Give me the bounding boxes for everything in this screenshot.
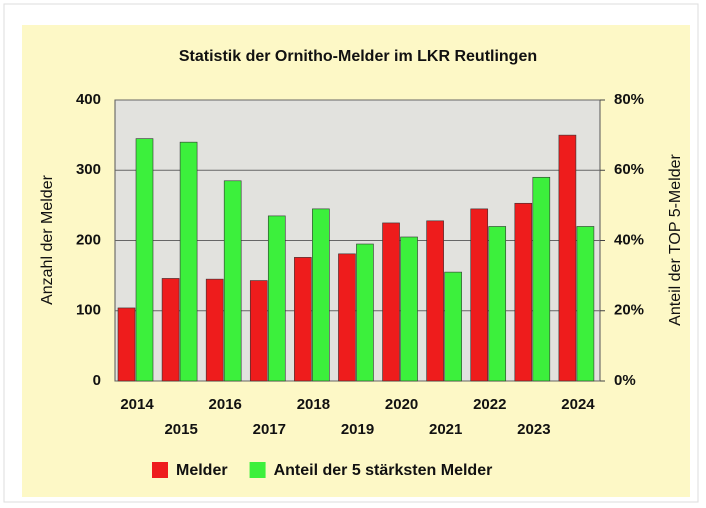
- y2-tick-label: 20%: [614, 302, 644, 319]
- legend-label: Melder: [176, 462, 228, 479]
- chart-title: Statistik der Ornitho-Melder im LKR Reut…: [179, 48, 537, 65]
- x-tick-label: 2014: [120, 396, 154, 413]
- bar: [488, 226, 507, 382]
- bar: [249, 280, 268, 382]
- bar: [312, 208, 330, 382]
- y2-axis-label: Anteil der TOP 5-Melder: [667, 154, 684, 326]
- x-tick-label: 2019: [341, 421, 374, 438]
- bar: [356, 243, 374, 382]
- bar: [470, 208, 489, 382]
- y-tick-label: 100: [76, 302, 101, 319]
- bar: [267, 215, 286, 382]
- y2-tick-label: 40%: [614, 231, 644, 248]
- bar: [426, 220, 444, 382]
- bar: [179, 141, 198, 382]
- y-tick-label: 300: [76, 161, 101, 178]
- x-tick-label: 2018: [297, 396, 330, 413]
- x-tick-label: 2017: [253, 421, 286, 438]
- bar: [135, 138, 154, 382]
- bar: [338, 253, 356, 382]
- legend-swatch: [249, 462, 266, 478]
- x-tick-label: 2021: [429, 421, 462, 438]
- x-tick-label: 2020: [385, 396, 418, 413]
- bar: [514, 202, 533, 382]
- y-axis-label: Anzahl der Melder: [39, 174, 56, 305]
- y2-tick-label: 80%: [614, 91, 644, 108]
- legend-swatch: [152, 462, 168, 478]
- x-tick-label: 2015: [164, 421, 197, 438]
- x-tick-label: 2023: [517, 421, 550, 438]
- x-tick-label: 2016: [209, 396, 242, 413]
- x-tick-label: 2024: [561, 396, 595, 413]
- bar: [294, 257, 312, 382]
- bar: [532, 176, 551, 382]
- bar: [382, 222, 400, 382]
- x-tick-label: 2022: [473, 396, 506, 413]
- bar: [117, 307, 136, 382]
- bar: [400, 236, 418, 382]
- y2-tick-label: 0%: [614, 372, 636, 389]
- y2-tick-label: 60%: [614, 161, 644, 178]
- y-tick-label: 0: [93, 372, 101, 389]
- legend-label: Anteil der 5 stärksten Melder: [274, 462, 493, 479]
- bar: [205, 278, 224, 382]
- y-tick-label: 400: [76, 91, 101, 108]
- bar: [576, 226, 595, 382]
- bar: [558, 134, 577, 382]
- bar: [444, 271, 462, 382]
- bar: [223, 180, 242, 382]
- y-tick-label: 200: [76, 231, 101, 248]
- bar: [161, 278, 180, 382]
